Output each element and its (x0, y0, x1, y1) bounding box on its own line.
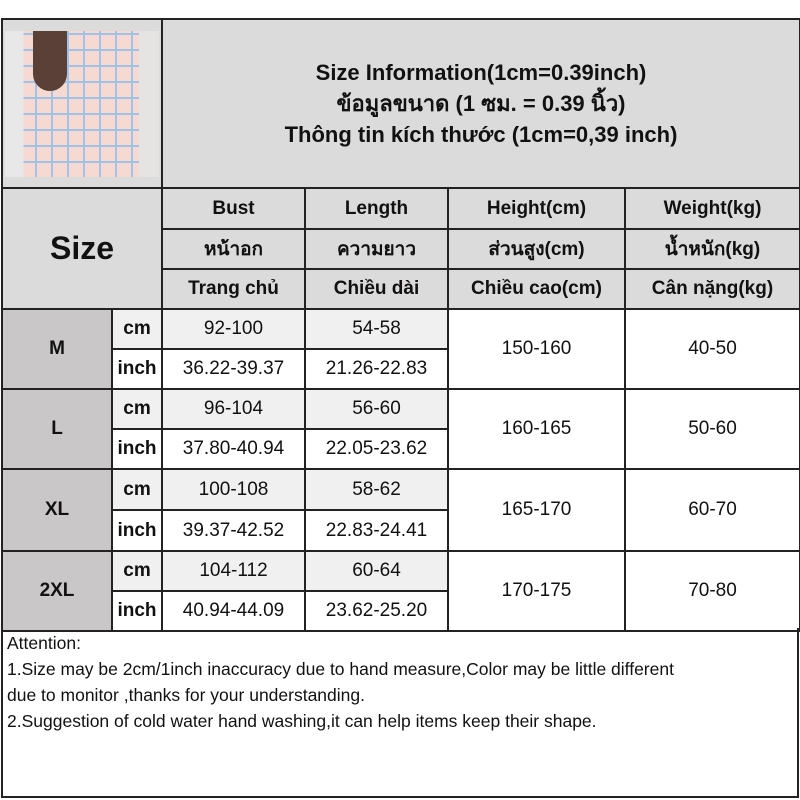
size-header: Size (1, 187, 163, 310)
title-en: Size Information(1cm=0.39inch) (315, 60, 647, 85)
bust-inch: 36.22-39.37 (161, 348, 306, 390)
col-header-weight-vi: Cân nặng(kg) (624, 268, 800, 310)
col-header-height-vi: Chiều cao(cm) (447, 268, 626, 310)
attention-line: 1.Size may be 2cm/1inch inaccuracy due t… (7, 659, 674, 679)
bust-inch: 37.80-40.94 (161, 428, 306, 470)
unit-cm: cm (111, 308, 163, 350)
product-photo (5, 30, 159, 177)
col-header-weight-en: Weight(kg) (624, 187, 800, 230)
height-value: 165-170 (447, 468, 626, 552)
height-value: 160-165 (447, 388, 626, 470)
weight-value: 70-80 (624, 550, 800, 632)
weight-value: 60-70 (624, 468, 800, 552)
col-header-length-th: ความยาว (304, 228, 449, 270)
size-label: M (1, 308, 113, 390)
table-row: inch 39.37-42.52 22.83-24.41 (2, 509, 800, 552)
col-header-height-en: Height(cm) (447, 187, 626, 230)
col-header-length-vi: Chiều dài (304, 268, 449, 310)
table-row: inch 37.80-40.94 22.05-23.62 (2, 428, 800, 470)
weight-value: 50-60 (624, 388, 800, 470)
unit-inch: inch (111, 428, 163, 470)
length-cm: 56-60 (304, 388, 449, 430)
col-header-bust-vi: Trang chủ (161, 268, 306, 310)
unit-cm: cm (111, 550, 163, 592)
length-inch: 21.26-22.83 (304, 348, 449, 390)
table-row: L cm 96-104 56-60 160-165 50-60 (1, 388, 800, 470)
col-header-bust-th: หน้าอก (161, 228, 306, 270)
length-inch: 22.83-24.41 (304, 509, 449, 552)
table-row: XL cm 100-108 58-62 165-170 60-70 (1, 468, 800, 552)
col-header-bust-en: Bust (161, 187, 306, 230)
length-cm: 60-64 (304, 550, 449, 592)
title-vi: Thông tin kích thước (1cm=0,39 inch) (284, 122, 678, 147)
bust-cm: 100-108 (161, 468, 306, 511)
unit-inch: inch (111, 509, 163, 552)
attention-notes: Attention: 1.Size may be 2cm/1inch inacc… (1, 628, 799, 798)
col-header-height-th: ส่วนสูง(cm) (447, 228, 626, 270)
unit-inch: inch (111, 590, 163, 632)
unit-cm: cm (111, 388, 163, 430)
bust-cm: 92-100 (161, 308, 306, 350)
attention-line: due to monitor ,thanks for your understa… (7, 685, 365, 705)
length-inch: 23.62-25.20 (304, 590, 449, 632)
col-header-weight-th: น้ำหนัก(kg) (624, 228, 800, 270)
attention-line: 2.Suggestion of cold water hand washing,… (7, 711, 597, 731)
length-cm: 58-62 (304, 468, 449, 511)
size-info-title: Size Information(1cm=0.39inch) ข้อมูลขนา… (161, 18, 800, 189)
size-label: L (1, 388, 113, 470)
height-value: 150-160 (447, 308, 626, 390)
unit-cm: cm (111, 468, 163, 511)
length-cm: 54-58 (304, 308, 449, 350)
table-row: 2XL cm 104-112 60-64 170-175 70-80 (1, 550, 800, 632)
weight-value: 40-50 (624, 308, 800, 390)
bust-cm: 104-112 (161, 550, 306, 592)
height-value: 170-175 (447, 550, 626, 632)
bust-cm: 96-104 (161, 388, 306, 430)
table-row: M cm 92-100 54-58 150-160 40-50 (1, 308, 800, 390)
table-row: inch 40.94-44.09 23.62-25.20 (2, 590, 800, 632)
size-label: 2XL (1, 550, 113, 632)
attention-heading: Attention: (7, 633, 81, 653)
length-inch: 22.05-23.62 (304, 428, 449, 470)
size-chart-table: Size Information(1cm=0.39inch) ข้อมูลขนา… (1, 18, 800, 632)
bust-inch: 40.94-44.09 (161, 590, 306, 632)
table-row: inch 36.22-39.37 21.26-22.83 (2, 348, 800, 390)
size-label: XL (1, 468, 113, 552)
title-th: ข้อมูลขนาด (1 ซม. = 0.39 นิ้ว) (336, 91, 626, 116)
col-header-length-en: Length (304, 187, 449, 230)
unit-inch: inch (111, 348, 163, 390)
product-photo-cell (1, 18, 163, 189)
bust-inch: 39.37-42.52 (161, 509, 306, 552)
